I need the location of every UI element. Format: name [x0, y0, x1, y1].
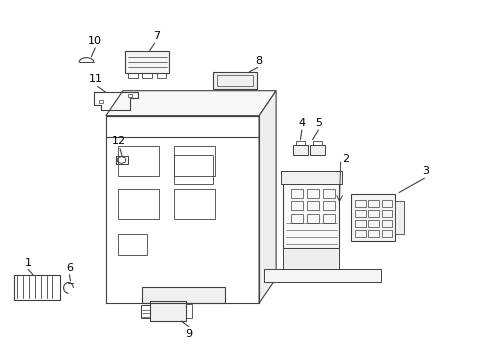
Bar	[381, 200, 391, 207]
Bar	[174, 155, 212, 184]
Bar	[216, 75, 252, 86]
Text: 7: 7	[153, 31, 160, 41]
Bar	[142, 73, 152, 78]
Text: 5: 5	[314, 118, 321, 128]
Bar	[118, 234, 147, 255]
Bar	[368, 200, 378, 207]
Bar	[381, 230, 391, 237]
Bar	[306, 202, 318, 210]
Bar	[127, 73, 137, 78]
Bar	[295, 141, 305, 145]
Bar	[283, 173, 339, 248]
Bar	[292, 145, 307, 155]
Text: 4: 4	[298, 118, 305, 128]
Polygon shape	[259, 91, 276, 303]
Bar	[99, 100, 102, 103]
Text: 12: 12	[112, 136, 126, 146]
Bar	[309, 145, 324, 155]
Bar	[322, 189, 334, 198]
Bar	[212, 72, 256, 89]
Bar	[118, 189, 159, 219]
Text: 2: 2	[341, 154, 348, 163]
Text: 1: 1	[24, 257, 32, 267]
Bar	[125, 51, 169, 73]
Polygon shape	[142, 287, 224, 303]
Bar	[368, 230, 378, 237]
Bar	[355, 210, 366, 217]
Bar	[141, 305, 149, 318]
Bar	[174, 146, 215, 176]
Bar	[281, 171, 341, 184]
Bar	[306, 214, 318, 223]
Bar	[290, 189, 302, 198]
Bar	[290, 214, 302, 223]
Text: 8: 8	[255, 56, 262, 66]
Bar	[351, 194, 394, 241]
Bar	[127, 94, 131, 97]
Bar	[290, 202, 302, 210]
Bar	[322, 214, 334, 223]
Text: 6: 6	[66, 263, 73, 273]
Bar	[381, 210, 391, 217]
Bar	[186, 304, 192, 318]
Bar	[355, 220, 366, 227]
Bar	[14, 275, 60, 300]
Bar	[149, 301, 186, 321]
Bar	[157, 73, 165, 78]
Bar	[368, 220, 378, 227]
Bar	[381, 220, 391, 227]
Bar	[306, 189, 318, 198]
Text: 11: 11	[89, 73, 103, 84]
Bar	[322, 202, 334, 210]
Bar	[118, 146, 159, 176]
Text: 9: 9	[184, 329, 192, 339]
Bar	[355, 200, 366, 207]
Bar	[116, 156, 127, 164]
Polygon shape	[106, 91, 276, 116]
Bar	[394, 202, 403, 234]
Text: 10: 10	[88, 36, 102, 46]
Polygon shape	[264, 269, 380, 282]
Text: 3: 3	[421, 166, 428, 176]
Bar	[355, 230, 366, 237]
Bar	[283, 248, 339, 269]
Bar	[312, 141, 322, 145]
Bar	[368, 210, 378, 217]
Bar	[174, 189, 215, 219]
